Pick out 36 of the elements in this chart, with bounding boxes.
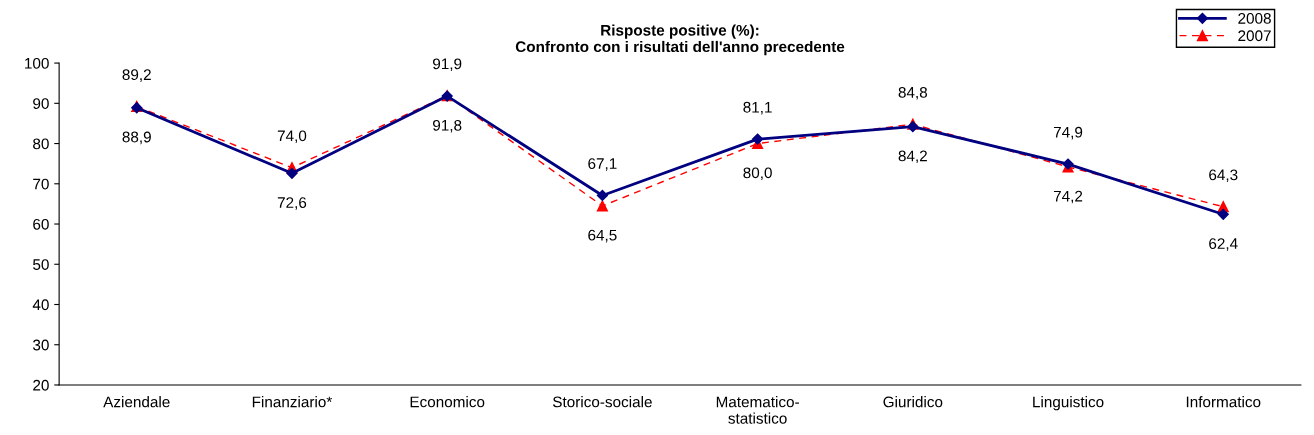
x-tick-label: Giuridico xyxy=(883,396,943,408)
data-label: 84,8 xyxy=(898,86,928,100)
x-tick-label: Economico xyxy=(410,396,485,408)
data-label: 80,0 xyxy=(743,167,772,181)
data-label: 72,6 xyxy=(277,197,307,210)
data-label: 64,3 xyxy=(1209,169,1238,183)
data-label: 91,8 xyxy=(433,119,462,133)
y-tick-label: 90 xyxy=(33,98,49,109)
data-label: 74,9 xyxy=(1053,126,1083,140)
data-label: 81,1 xyxy=(743,101,772,115)
y-tick-label: 20 xyxy=(33,379,49,391)
data-label: 67,1 xyxy=(588,158,617,171)
y-tick-label: 60 xyxy=(33,218,49,230)
data-label: 62,4 xyxy=(1209,238,1238,251)
x-tick-label: Matematico- statistico xyxy=(716,396,799,424)
data-label: 64,5 xyxy=(588,229,617,243)
data-label: 84,2 xyxy=(898,150,927,164)
y-tick-label: 80 xyxy=(33,138,49,150)
x-tick-label: Finanziario* xyxy=(252,396,333,408)
chart-title: Risposte positive (%): Confronto con i risultati dell'anno precedente xyxy=(515,24,845,56)
y-tick-label: 40 xyxy=(32,299,49,311)
data-label: 74,2 xyxy=(1053,190,1083,204)
x-tick-label: Linguistico xyxy=(1033,396,1104,411)
data-label: 88,9 xyxy=(122,131,151,145)
x-tick-label: Aziendale xyxy=(103,396,170,408)
y-tick-label: 100 xyxy=(25,57,49,69)
legend-label: 2007 xyxy=(1238,30,1271,42)
y-tick-label: 30 xyxy=(33,339,49,351)
y-tick-label: 50 xyxy=(33,259,49,270)
data-label: 91,9 xyxy=(433,58,462,72)
data-label: 74,0 xyxy=(277,130,307,144)
legend-label: 2008 xyxy=(1238,13,1271,24)
data-label: 89,2 xyxy=(122,69,151,82)
x-tick-label: Storico-sociale xyxy=(552,396,652,408)
x-tick-label: Informatico xyxy=(1186,396,1261,408)
y-tick-label: 70 xyxy=(33,178,49,190)
